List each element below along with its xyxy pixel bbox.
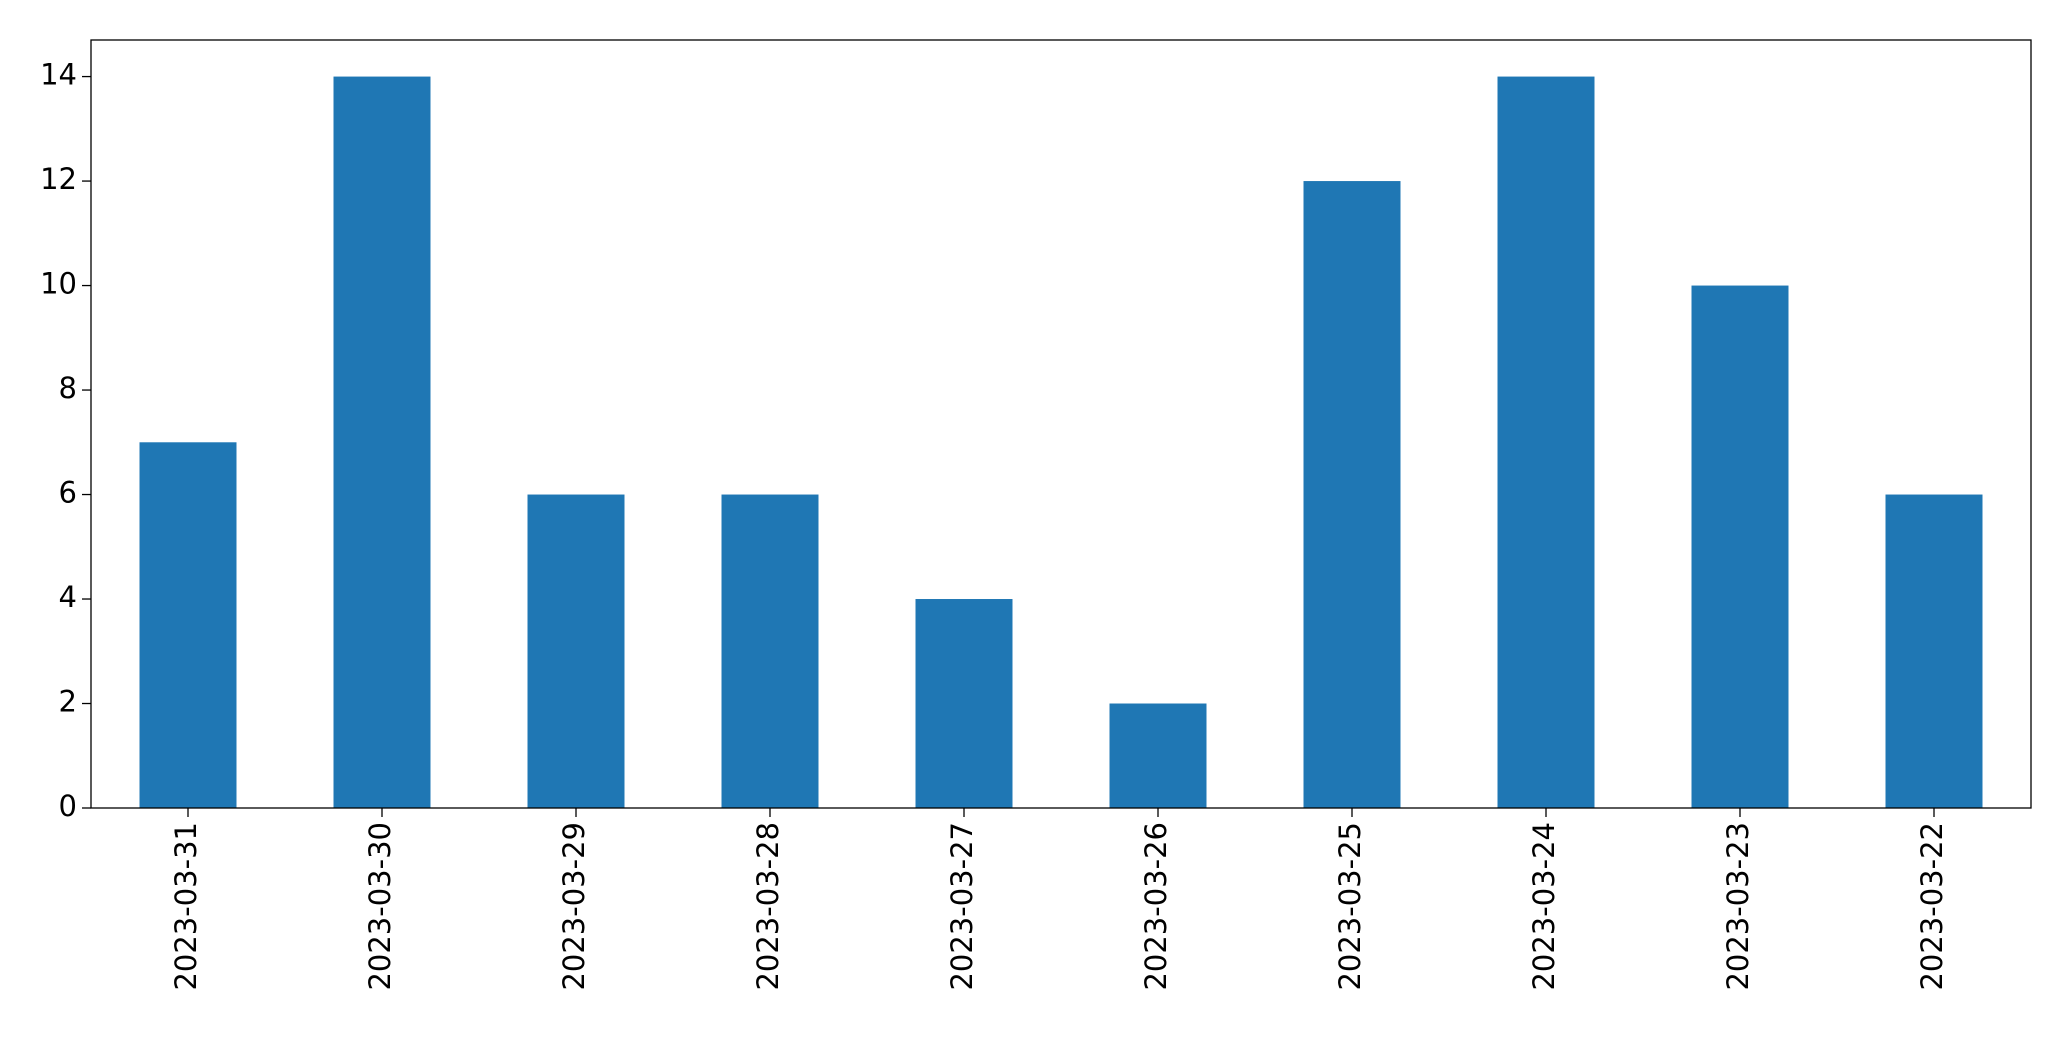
x-tick-label: 2023-03-25 xyxy=(1333,822,1367,991)
bar xyxy=(333,76,431,809)
y-tick-label: 10 xyxy=(40,267,77,301)
bar xyxy=(1497,76,1595,809)
y-tick-label: 4 xyxy=(59,580,77,614)
x-tick-label: 2023-03-29 xyxy=(557,822,591,991)
y-tick-label: 2 xyxy=(59,685,77,719)
plot-frame xyxy=(90,39,2032,809)
y-tick-label: 8 xyxy=(59,371,77,405)
x-tick-label: 2023-03-23 xyxy=(1721,822,1755,991)
x-tick-label: 2023-03-31 xyxy=(169,822,203,991)
y-tick-label: 0 xyxy=(59,789,77,823)
bar xyxy=(915,599,1013,808)
y-tick-label: 14 xyxy=(40,58,77,92)
x-tick-label: 2023-03-24 xyxy=(1527,822,1561,991)
x-tick-label: 2023-03-28 xyxy=(751,822,785,991)
x-tick-label: 2023-03-30 xyxy=(363,822,397,991)
bar xyxy=(1109,703,1207,808)
bar xyxy=(527,494,625,808)
x-tick-label: 2023-03-22 xyxy=(1915,822,1949,991)
y-tick-label: 12 xyxy=(40,162,77,196)
bar xyxy=(1691,285,1789,808)
bar xyxy=(1885,494,1983,808)
bar xyxy=(139,442,237,808)
x-tick-label: 2023-03-26 xyxy=(1139,822,1173,991)
y-tick-label: 6 xyxy=(59,476,77,510)
x-tick-label: 2023-03-27 xyxy=(945,822,979,991)
bar xyxy=(721,494,819,808)
bar xyxy=(1303,181,1401,808)
